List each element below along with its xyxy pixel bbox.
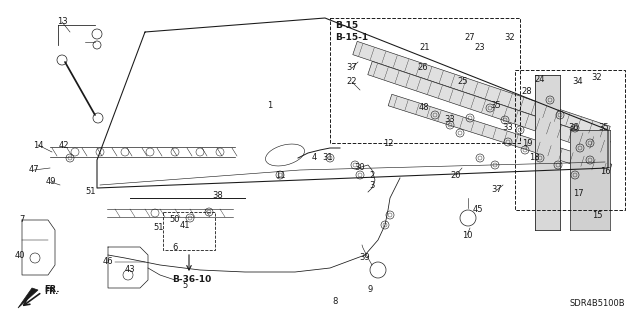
- Text: 40: 40: [15, 250, 25, 259]
- Text: 15: 15: [592, 211, 602, 219]
- Text: 5: 5: [182, 281, 188, 291]
- Text: 8: 8: [332, 296, 338, 306]
- Text: 46: 46: [102, 257, 113, 266]
- Text: 13: 13: [57, 18, 67, 26]
- Text: 12: 12: [383, 138, 393, 147]
- Text: 3: 3: [369, 181, 374, 189]
- Text: 2: 2: [369, 170, 374, 180]
- Text: 37: 37: [347, 63, 357, 72]
- Text: 35: 35: [598, 123, 609, 132]
- Bar: [163, 212, 215, 250]
- Text: 45: 45: [473, 205, 483, 214]
- Text: 33: 33: [502, 123, 513, 132]
- Polygon shape: [388, 94, 612, 176]
- Text: 21: 21: [420, 42, 430, 51]
- Text: 51: 51: [86, 188, 96, 197]
- Text: 31: 31: [323, 152, 333, 161]
- Text: 30: 30: [355, 164, 365, 173]
- Text: 33: 33: [445, 115, 456, 124]
- Text: 26: 26: [418, 63, 428, 72]
- Text: FR.: FR.: [44, 286, 60, 294]
- Text: 28: 28: [522, 87, 532, 97]
- Bar: [330, 18, 520, 143]
- Text: 32: 32: [505, 33, 515, 42]
- Text: B-36-10: B-36-10: [172, 276, 212, 285]
- Text: 43: 43: [125, 265, 135, 275]
- Bar: [515, 70, 625, 210]
- Text: B-15: B-15: [335, 20, 358, 29]
- Text: FR.: FR.: [44, 287, 58, 296]
- Text: 24: 24: [535, 76, 545, 85]
- Text: 34: 34: [573, 78, 583, 86]
- Text: 14: 14: [33, 140, 44, 150]
- Text: 32: 32: [592, 73, 602, 83]
- Text: 10: 10: [461, 231, 472, 240]
- Text: SDR4B5100B: SDR4B5100B: [570, 299, 625, 308]
- Text: 35: 35: [491, 100, 501, 109]
- Text: 20: 20: [451, 170, 461, 180]
- Text: 1: 1: [268, 100, 273, 109]
- Text: 51: 51: [154, 224, 164, 233]
- Text: 23: 23: [475, 42, 485, 51]
- Polygon shape: [18, 288, 38, 308]
- Text: 25: 25: [458, 78, 468, 86]
- Text: 4: 4: [312, 152, 317, 161]
- Polygon shape: [368, 61, 610, 155]
- Text: 36: 36: [568, 123, 579, 132]
- Text: 6: 6: [172, 242, 178, 251]
- Text: 49: 49: [45, 177, 56, 187]
- Text: 50: 50: [170, 216, 180, 225]
- Text: 18: 18: [529, 152, 540, 161]
- Text: 19: 19: [522, 138, 532, 147]
- Text: 48: 48: [419, 103, 429, 113]
- Text: 17: 17: [573, 189, 583, 197]
- Polygon shape: [353, 41, 610, 140]
- Text: 11: 11: [275, 170, 285, 180]
- Text: 42: 42: [59, 140, 69, 150]
- Text: 37: 37: [492, 186, 502, 195]
- Text: 38: 38: [212, 190, 223, 199]
- Text: 47: 47: [29, 166, 39, 174]
- Text: 41: 41: [180, 220, 190, 229]
- Text: 16: 16: [600, 167, 611, 176]
- Text: 9: 9: [367, 286, 372, 294]
- Text: 7: 7: [19, 216, 25, 225]
- Text: 27: 27: [465, 33, 476, 42]
- Text: 22: 22: [347, 78, 357, 86]
- Text: B-15-1: B-15-1: [335, 33, 368, 41]
- Text: 39: 39: [360, 254, 371, 263]
